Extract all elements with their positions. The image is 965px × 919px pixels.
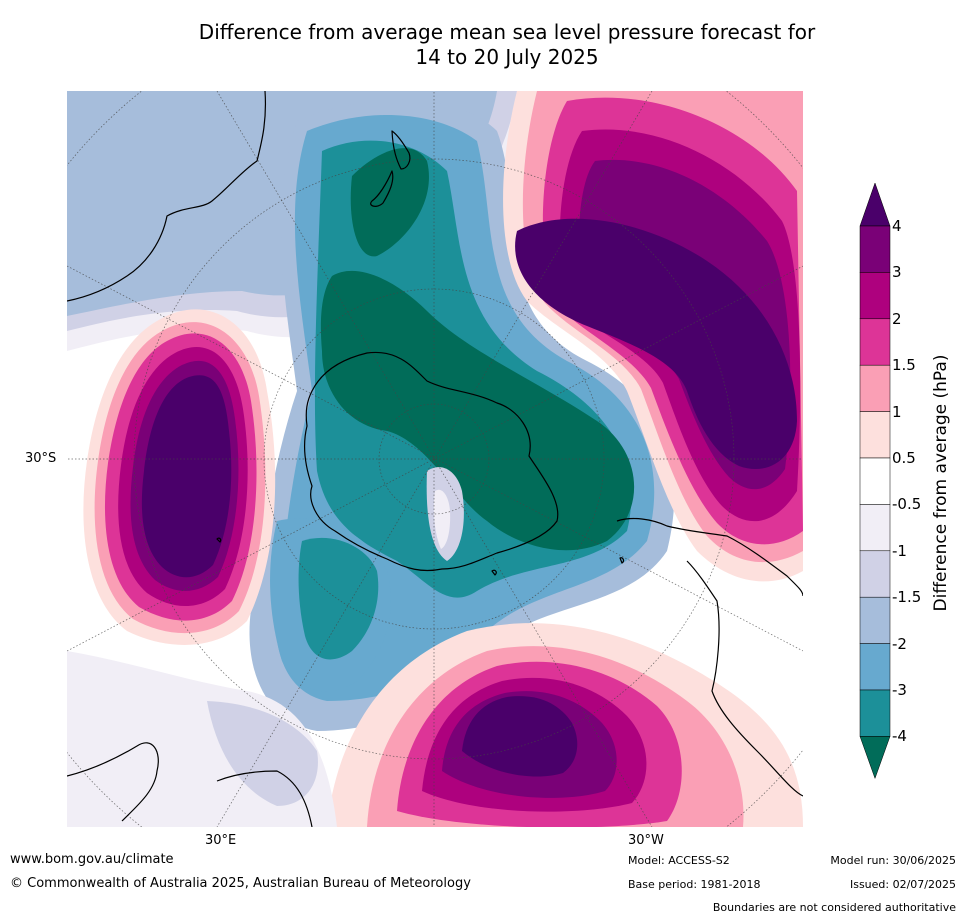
map-svg bbox=[67, 91, 803, 827]
colorbar-tick-label: 4 bbox=[892, 217, 902, 235]
pressure-anomaly-map bbox=[67, 91, 803, 827]
colorbar-segment bbox=[859, 643, 891, 691]
colorbar-tick-label: 2 bbox=[892, 309, 902, 328]
colorbar-tick-label: -3 bbox=[892, 681, 907, 699]
title-line-2: 14 to 20 July 2025 bbox=[415, 45, 599, 69]
colorbar-segment bbox=[859, 504, 891, 552]
colorbar-segment bbox=[859, 411, 891, 459]
colorbar-tick-label: -4 bbox=[892, 727, 907, 746]
field-neg-swath-core-2 bbox=[350, 148, 429, 257]
coast-islands bbox=[216, 537, 625, 576]
colorbar-tick-label: -0.5 bbox=[892, 495, 922, 514]
footer-website[interactable]: www.bom.gov.au/climate bbox=[10, 852, 174, 867]
colorbar-extend-min bbox=[859, 736, 891, 780]
colorbar-svg bbox=[859, 182, 891, 780]
colorbar-label: Difference from average (hPa) bbox=[931, 354, 951, 612]
colorbar bbox=[855, 180, 935, 785]
colorbar-tick-label: 0.5 bbox=[892, 449, 916, 467]
colorbar-tick-label: 3 bbox=[892, 263, 902, 282]
colorbar-segment bbox=[859, 689, 891, 737]
field-neg-inner-white bbox=[433, 489, 451, 549]
coastlines bbox=[67, 91, 803, 827]
colorbar-segment bbox=[859, 225, 891, 273]
coast-south-america bbox=[616, 517, 803, 797]
graticule bbox=[67, 91, 803, 827]
colorbar-tick-label: 1 bbox=[892, 402, 902, 421]
footer-issued: Issued: 02/07/2025 bbox=[849, 878, 956, 891]
colorbar-segment bbox=[859, 318, 891, 366]
colorbar-tick-label: -2 bbox=[892, 634, 907, 653]
colorbar-segment bbox=[859, 457, 891, 505]
coast-australia bbox=[67, 91, 267, 302]
chart-title: Difference from average mean sea level p… bbox=[0, 20, 965, 70]
colorbar-segment bbox=[859, 596, 891, 644]
colorbar-tick-label: -1 bbox=[892, 541, 907, 560]
lat-label-30s: 30°S bbox=[25, 451, 57, 466]
lon-label-30w: 30°W bbox=[628, 833, 664, 848]
coast-antarctica bbox=[303, 351, 559, 572]
field-neg-swath-core bbox=[320, 270, 635, 551]
footer-disclaimer: Boundaries are not considered authoritat… bbox=[712, 901, 956, 914]
colorbar-tick-label: -1.5 bbox=[892, 588, 922, 607]
field-pos-atlantic-4 bbox=[462, 696, 578, 777]
colorbar-tick-label: 1.5 bbox=[892, 356, 916, 375]
coast-new-zealand-north bbox=[391, 130, 411, 170]
title-line-1: Difference from average mean sea level p… bbox=[198, 20, 816, 44]
footer-base-period: Base period: 1981-2018 bbox=[628, 878, 761, 891]
coast-africa bbox=[67, 742, 313, 827]
colorbar-segment bbox=[859, 364, 891, 412]
footer-model: Model: ACCESS-S2 bbox=[628, 854, 730, 867]
field-pos-pacific-4 bbox=[515, 218, 797, 469]
footer-copyright: © Commonwealth of Australia 2025, Austra… bbox=[10, 876, 471, 891]
coast-new-zealand-south bbox=[370, 170, 394, 207]
lon-label-30e: 30°E bbox=[205, 833, 237, 848]
footer-model-run: Model run: 30/06/2025 bbox=[830, 854, 956, 867]
colorbar-extend-max bbox=[859, 182, 891, 227]
colorbar-segment bbox=[859, 272, 891, 320]
field-pos-indian-4 bbox=[141, 375, 232, 578]
colorbar-segment bbox=[859, 550, 891, 598]
field-neg-lobe-africa-teal bbox=[298, 537, 379, 660]
